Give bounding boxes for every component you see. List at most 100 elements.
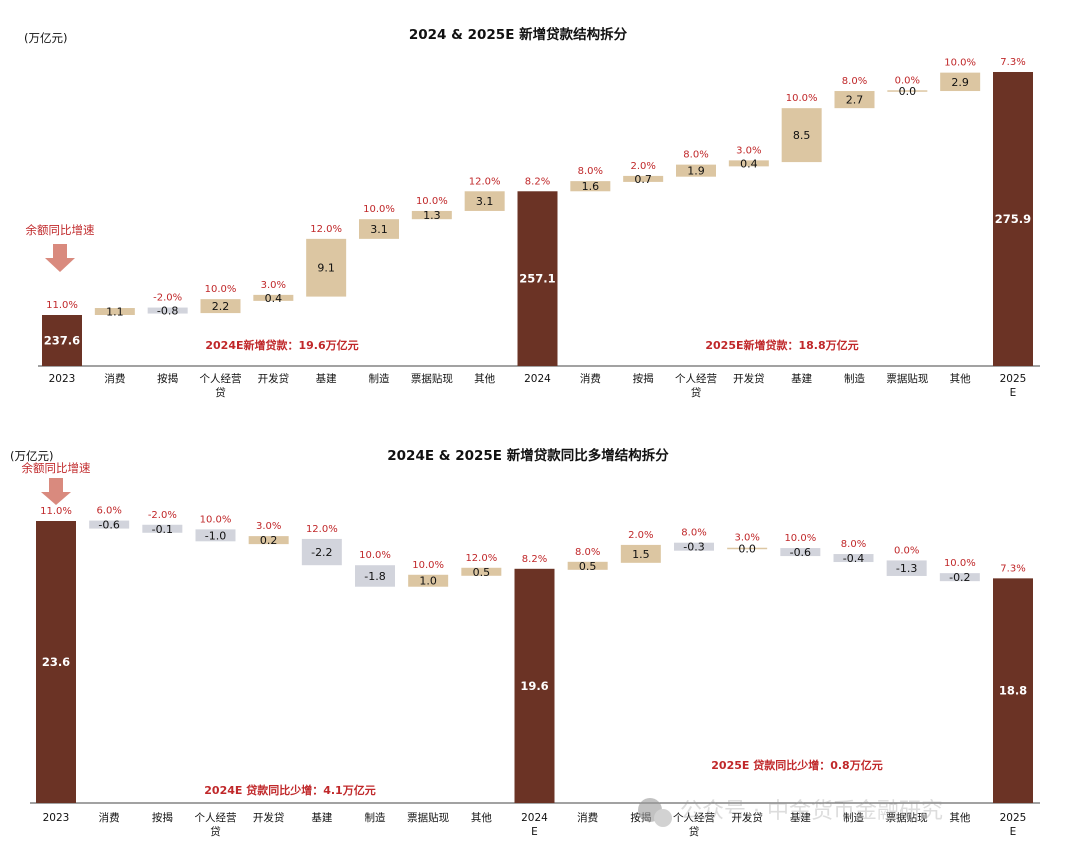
chart1-category-label-1: 消费 xyxy=(104,372,125,385)
chart1-bar-1 xyxy=(94,308,135,315)
chart1-category-label-15: 制造 xyxy=(844,372,865,385)
chart1-value-label-10: 1.6 xyxy=(582,180,600,193)
chart2-category-label-14: 基建 xyxy=(790,811,811,824)
chart1-bar-11 xyxy=(623,175,664,182)
chart2-bar-3 xyxy=(195,529,236,542)
chart2-annotation-2024: 2024E 贷款同比少增：4.1万亿元 xyxy=(204,783,375,797)
chart2-growth-rate-0: 11.0% xyxy=(40,506,72,517)
chart2-bar-15 xyxy=(833,554,874,563)
chart1-value-label-3: 2.2 xyxy=(212,300,230,313)
chart2-category-label-12-line2: 贷 xyxy=(689,825,700,838)
chart2-bar-0 xyxy=(36,521,76,803)
chart1-bar-17 xyxy=(940,72,981,92)
chart1-bar-18 xyxy=(993,72,1033,366)
chart2-value-label-7: 1.0 xyxy=(419,575,437,588)
chart1-growth-rate-7: 10.0% xyxy=(416,196,448,207)
chart2-growth-rate-16: 0.0% xyxy=(894,545,919,556)
chart2-growth-rate-11: 2.0% xyxy=(628,530,653,541)
chart1-growth-rate-18: 7.3% xyxy=(1000,57,1025,68)
chart1-value-label-15: 2.7 xyxy=(846,94,864,107)
chart1-bar-16 xyxy=(887,90,928,92)
chart2-growth-rate-7: 10.0% xyxy=(412,560,444,571)
chart2-value-label-13: 0.0 xyxy=(738,542,756,555)
chart1-category-label-6: 制造 xyxy=(369,372,390,385)
chart2-title: 2024E & 2025E 新增贷款同比多增结构拆分 xyxy=(387,447,669,464)
chart2-value-label-8: 0.5 xyxy=(473,566,491,579)
chart2-category-label-6: 制造 xyxy=(365,811,386,824)
chart2-category-label-12: 个人经营 xyxy=(673,811,715,824)
chart2-category-label-0: 2023 xyxy=(43,812,70,824)
chart1-bar-10 xyxy=(570,181,611,192)
chart1-value-label-0: 237.6 xyxy=(44,334,80,348)
chart2-value-label-14: -0.6 xyxy=(790,546,811,559)
chart2-bar-16 xyxy=(886,560,927,576)
chart2-category-label-5: 基建 xyxy=(311,811,332,824)
watermark: 公众号 · 中金货币金融研究 xyxy=(638,798,943,827)
chart1-bar-14 xyxy=(781,108,822,163)
chart1-growth-rate-0: 11.0% xyxy=(46,300,78,311)
chart2-bar-9 xyxy=(514,568,555,803)
chart1-category-label-18-line2: E xyxy=(1010,387,1017,399)
chart1-category-label-4: 开发贷 xyxy=(258,372,290,385)
chart2-category-label-8: 其他 xyxy=(471,811,492,824)
chart1-value-label-7: 1.3 xyxy=(423,209,441,222)
chart2-growth-rate-12: 8.0% xyxy=(681,528,706,539)
chart1-growth-arrow-icon xyxy=(45,244,75,272)
chart2-bar-4 xyxy=(248,536,289,545)
chart2-growth-rate-17: 10.0% xyxy=(944,558,976,569)
chart2-value-label-12: -0.3 xyxy=(683,541,704,554)
chart2-growth-legend: 余额同比增速 xyxy=(22,461,91,475)
chart2-bar-5 xyxy=(301,538,342,566)
chart1-growth-rate-14: 10.0% xyxy=(786,93,818,104)
chart1-bar-6 xyxy=(359,219,399,239)
chart1-plot: 237.6 11.0% 2023 1.1 消费 -0.8-2.0% 按揭 2.2 10.0% 个人… xyxy=(42,57,1033,399)
chart2-category-label-16: 票据贴现 xyxy=(886,811,928,824)
chart1-growth-rate-5: 12.0% xyxy=(310,224,342,235)
chart1-category-label-8: 其他 xyxy=(474,372,495,385)
chart1-bar-5 xyxy=(306,238,347,297)
chart2-growth-rate-3: 10.0% xyxy=(200,514,232,525)
chart1-growth-rate-12: 8.0% xyxy=(683,150,708,161)
chart2-value-label-18: 18.8 xyxy=(999,684,1027,698)
chart2-category-label-17: 其他 xyxy=(949,811,970,824)
chart2-plot: 23.6 11.0% 2023 -0.6 6.0% 消费 -0.1 -2.0% 按揭 -1.0 10… xyxy=(36,506,1033,838)
chart1-category-label-16: 票据贴现 xyxy=(886,372,928,385)
chart2-category-label-3-line2: 贷 xyxy=(210,825,221,838)
chart1-category-label-17: 其他 xyxy=(950,372,971,385)
chart1-value-label-18: 275.9 xyxy=(995,212,1031,226)
chart1-value-label-14: 8.5 xyxy=(793,129,811,142)
chart2-growth-arrow-icon xyxy=(41,478,71,505)
chart2-value-label-4: 0.2 xyxy=(260,534,278,547)
chart2-category-label-15: 制造 xyxy=(843,811,864,824)
chart1-value-label-8: 3.1 xyxy=(476,195,494,208)
chart2-category-label-13: 开发贷 xyxy=(731,811,763,824)
chart1-growth-rate-8: 12.0% xyxy=(469,176,501,187)
chart2-category-label-3: 个人经营 xyxy=(195,811,237,824)
chart1-bar-15 xyxy=(834,91,875,109)
chart1-growth-rate-9: 8.2% xyxy=(525,176,550,187)
chart2-value-label-10: 0.5 xyxy=(579,560,597,573)
chart1-title: 2024 & 2025E 新增贷款结构拆分 xyxy=(409,26,628,43)
chart2-category-label-18: 2025 xyxy=(1000,812,1027,824)
chart2-value-label-15: -0.4 xyxy=(843,552,864,565)
chart1-value-label-11: 0.7 xyxy=(634,173,652,186)
chart1-growth-rate-10: 8.0% xyxy=(578,166,603,177)
chart1-bar-9 xyxy=(517,191,558,366)
chart1-growth-rate-2: -2.0% xyxy=(153,293,182,304)
chart2-category-label-1: 消费 xyxy=(99,811,120,824)
chart1-value-label-5: 9.1 xyxy=(317,262,335,275)
chart1-value-label-4: 0.4 xyxy=(265,292,283,305)
chart1-category-label-14: 基建 xyxy=(791,372,812,385)
chart1-category-label-0: 2023 xyxy=(49,373,76,385)
chart1-bar-3 xyxy=(200,299,241,314)
chart1-category-label-9: 2024 xyxy=(524,373,551,385)
chart2-growth-rate-6: 10.0% xyxy=(359,550,391,561)
chart1-category-label-12: 个人经营 xyxy=(675,372,717,385)
chart2-category-label-18-line2: E xyxy=(1010,826,1017,838)
chart1-bar-8 xyxy=(464,191,505,211)
chart2-growth-rate-14: 10.0% xyxy=(784,533,816,544)
chart2-bar-8 xyxy=(461,567,502,576)
chart1-value-label-17: 2.9 xyxy=(951,76,969,89)
chart2-value-label-5: -2.2 xyxy=(311,546,332,559)
